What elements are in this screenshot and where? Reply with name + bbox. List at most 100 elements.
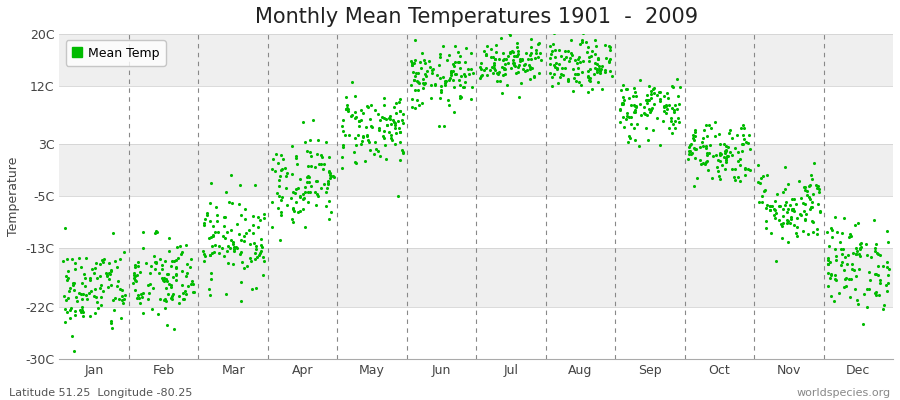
Point bbox=[165, 296, 179, 302]
Point bbox=[834, 246, 849, 252]
Point bbox=[392, 129, 407, 136]
Point bbox=[711, 168, 725, 174]
Point bbox=[626, 109, 641, 116]
Point bbox=[800, 188, 814, 194]
Point bbox=[496, 56, 510, 63]
Point bbox=[86, 266, 100, 272]
Point bbox=[316, 166, 330, 172]
Point bbox=[769, 215, 783, 222]
Point bbox=[113, 315, 128, 321]
Point bbox=[666, 84, 680, 91]
Point bbox=[689, 175, 704, 181]
Point bbox=[63, 305, 77, 311]
Point bbox=[806, 190, 820, 197]
Point bbox=[244, 258, 258, 264]
Point bbox=[584, 86, 598, 92]
Point bbox=[565, 66, 580, 72]
Point bbox=[68, 348, 82, 354]
Point bbox=[585, 48, 599, 54]
Point bbox=[670, 93, 685, 99]
Point bbox=[616, 114, 630, 120]
Point bbox=[718, 156, 733, 163]
Point bbox=[320, 185, 335, 191]
Point bbox=[869, 292, 884, 298]
Point bbox=[715, 162, 729, 168]
Point bbox=[770, 191, 784, 197]
Point bbox=[796, 228, 810, 234]
Point bbox=[579, 39, 593, 45]
Point bbox=[94, 294, 108, 300]
Point bbox=[431, 62, 446, 68]
Point bbox=[854, 240, 868, 247]
Point bbox=[169, 257, 184, 264]
Point bbox=[845, 266, 859, 272]
Point bbox=[681, 155, 696, 162]
Point bbox=[837, 284, 851, 290]
Point bbox=[824, 224, 838, 231]
Point bbox=[360, 103, 374, 110]
Point bbox=[220, 229, 234, 235]
Point bbox=[418, 80, 432, 86]
Point bbox=[254, 242, 268, 249]
Point bbox=[176, 296, 190, 303]
Point bbox=[445, 71, 459, 78]
Point bbox=[811, 183, 825, 190]
Point bbox=[589, 43, 603, 50]
Point bbox=[459, 45, 473, 52]
Point bbox=[484, 54, 499, 60]
Point bbox=[737, 136, 751, 142]
Point bbox=[643, 108, 657, 115]
Point bbox=[446, 77, 461, 83]
Point bbox=[499, 56, 513, 62]
Point bbox=[554, 70, 568, 77]
Point bbox=[159, 284, 174, 291]
Point bbox=[664, 83, 679, 90]
Point bbox=[782, 220, 796, 226]
Point bbox=[489, 49, 503, 56]
Point bbox=[718, 158, 733, 165]
Point bbox=[757, 188, 771, 194]
Point bbox=[303, 189, 318, 196]
Point bbox=[338, 93, 353, 100]
Point bbox=[383, 134, 398, 141]
Point bbox=[118, 292, 132, 298]
Point bbox=[392, 108, 407, 114]
Point bbox=[110, 283, 124, 290]
Point bbox=[430, 72, 445, 78]
Point bbox=[663, 118, 678, 124]
Point bbox=[662, 125, 676, 132]
Point bbox=[487, 60, 501, 66]
Point bbox=[544, 55, 558, 61]
Point bbox=[492, 56, 507, 62]
Point bbox=[298, 224, 312, 230]
Point bbox=[158, 305, 172, 312]
Point bbox=[727, 166, 742, 172]
Point bbox=[738, 164, 752, 171]
Point bbox=[251, 224, 266, 230]
Point bbox=[614, 87, 628, 93]
Point bbox=[698, 145, 713, 152]
Point bbox=[94, 257, 109, 264]
Point bbox=[437, 77, 452, 84]
Point bbox=[392, 99, 406, 106]
Point bbox=[298, 139, 312, 146]
Point bbox=[274, 167, 288, 173]
Point bbox=[620, 86, 634, 93]
Point bbox=[288, 190, 302, 196]
Point bbox=[104, 318, 118, 325]
Point bbox=[187, 289, 202, 295]
Point bbox=[216, 233, 230, 240]
Point bbox=[184, 256, 198, 262]
Point bbox=[428, 82, 442, 88]
Point bbox=[555, 72, 570, 78]
Point bbox=[873, 280, 887, 286]
Point bbox=[692, 144, 706, 150]
Point bbox=[561, 76, 575, 82]
Point bbox=[433, 94, 447, 101]
Point bbox=[632, 142, 646, 149]
Point bbox=[230, 220, 244, 227]
Point bbox=[592, 63, 607, 70]
Point bbox=[523, 52, 537, 58]
Point bbox=[169, 277, 184, 284]
Point bbox=[220, 242, 235, 249]
